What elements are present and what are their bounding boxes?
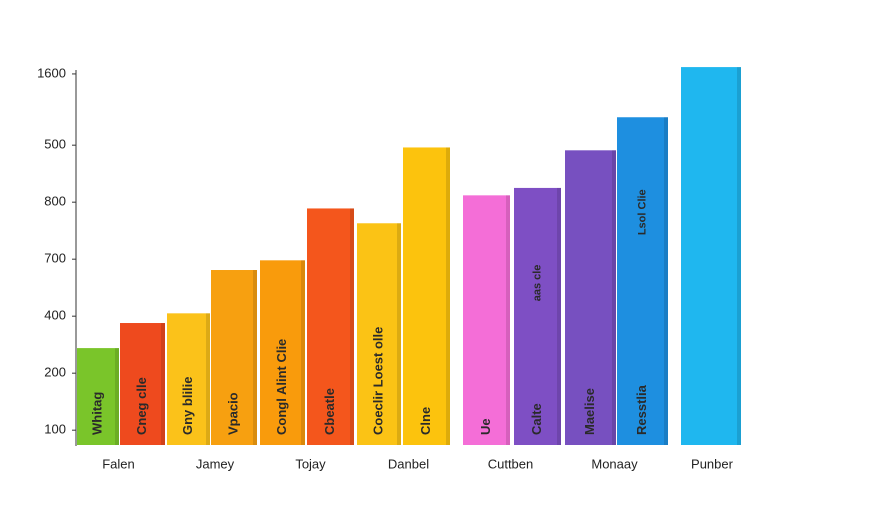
bar	[120, 323, 165, 445]
bar-label: Ue	[478, 418, 493, 435]
x-tick-label: Punber	[691, 456, 734, 471]
bar-shade	[737, 67, 741, 445]
x-tick-label: Tojay	[295, 456, 326, 471]
y-tick-label: 100	[44, 422, 66, 437]
bar-label: Cbeatle	[322, 388, 337, 435]
y-tick-label: 700	[44, 251, 66, 266]
bar-shade	[253, 270, 257, 445]
bar-label: Cneg clle	[134, 377, 149, 435]
bar-shade	[506, 195, 510, 445]
bar	[463, 195, 510, 445]
bar-label-upper: aas cle	[531, 265, 543, 302]
y-tick-label: 1600	[37, 65, 66, 80]
bar-label: Calte	[529, 403, 544, 435]
bar	[211, 270, 257, 445]
bar-shade	[206, 313, 210, 445]
bar	[307, 208, 354, 445]
bar	[403, 147, 450, 445]
bar-label: Vpacio	[225, 392, 240, 435]
x-tick-label: Jamey	[196, 456, 235, 471]
bar-label: Resstlia	[634, 384, 649, 435]
bar	[565, 150, 616, 445]
y-tick-label: 800	[44, 194, 66, 209]
bar-label: Clne	[418, 407, 433, 435]
bar-shade	[612, 150, 616, 445]
bar-shade	[397, 223, 401, 445]
bar	[357, 223, 401, 445]
bar-label: Gny blilie	[180, 376, 195, 435]
x-tick-label: Danbel	[388, 456, 429, 471]
x-tick-label: Cuttben	[488, 456, 534, 471]
bar	[617, 117, 668, 445]
bar-label: Coeclir Loest olle	[370, 327, 385, 435]
bar-shade	[664, 117, 668, 445]
bar-shade	[115, 348, 119, 445]
bar	[260, 260, 305, 445]
y-tick-label: 200	[44, 365, 66, 380]
y-tick-label: 500	[44, 137, 66, 152]
bar	[77, 348, 119, 445]
bar-label-upper: Lsol Clie	[636, 189, 648, 235]
bar-label: Whitag	[89, 392, 104, 435]
bar	[167, 313, 210, 445]
bar	[514, 187, 561, 445]
bar-shade	[301, 260, 305, 445]
x-tick-label: Monaay	[591, 456, 638, 471]
bar-shade	[161, 323, 165, 445]
bar-shade	[446, 147, 450, 445]
bar	[681, 67, 741, 445]
x-tick-label: Falen	[102, 456, 135, 471]
bar-label: Congl Alint Clie	[274, 339, 289, 435]
bar-shade	[557, 187, 561, 445]
y-tick-label: 400	[44, 308, 66, 323]
bar-shade	[350, 208, 354, 445]
bar-label: Maelise	[582, 388, 597, 435]
